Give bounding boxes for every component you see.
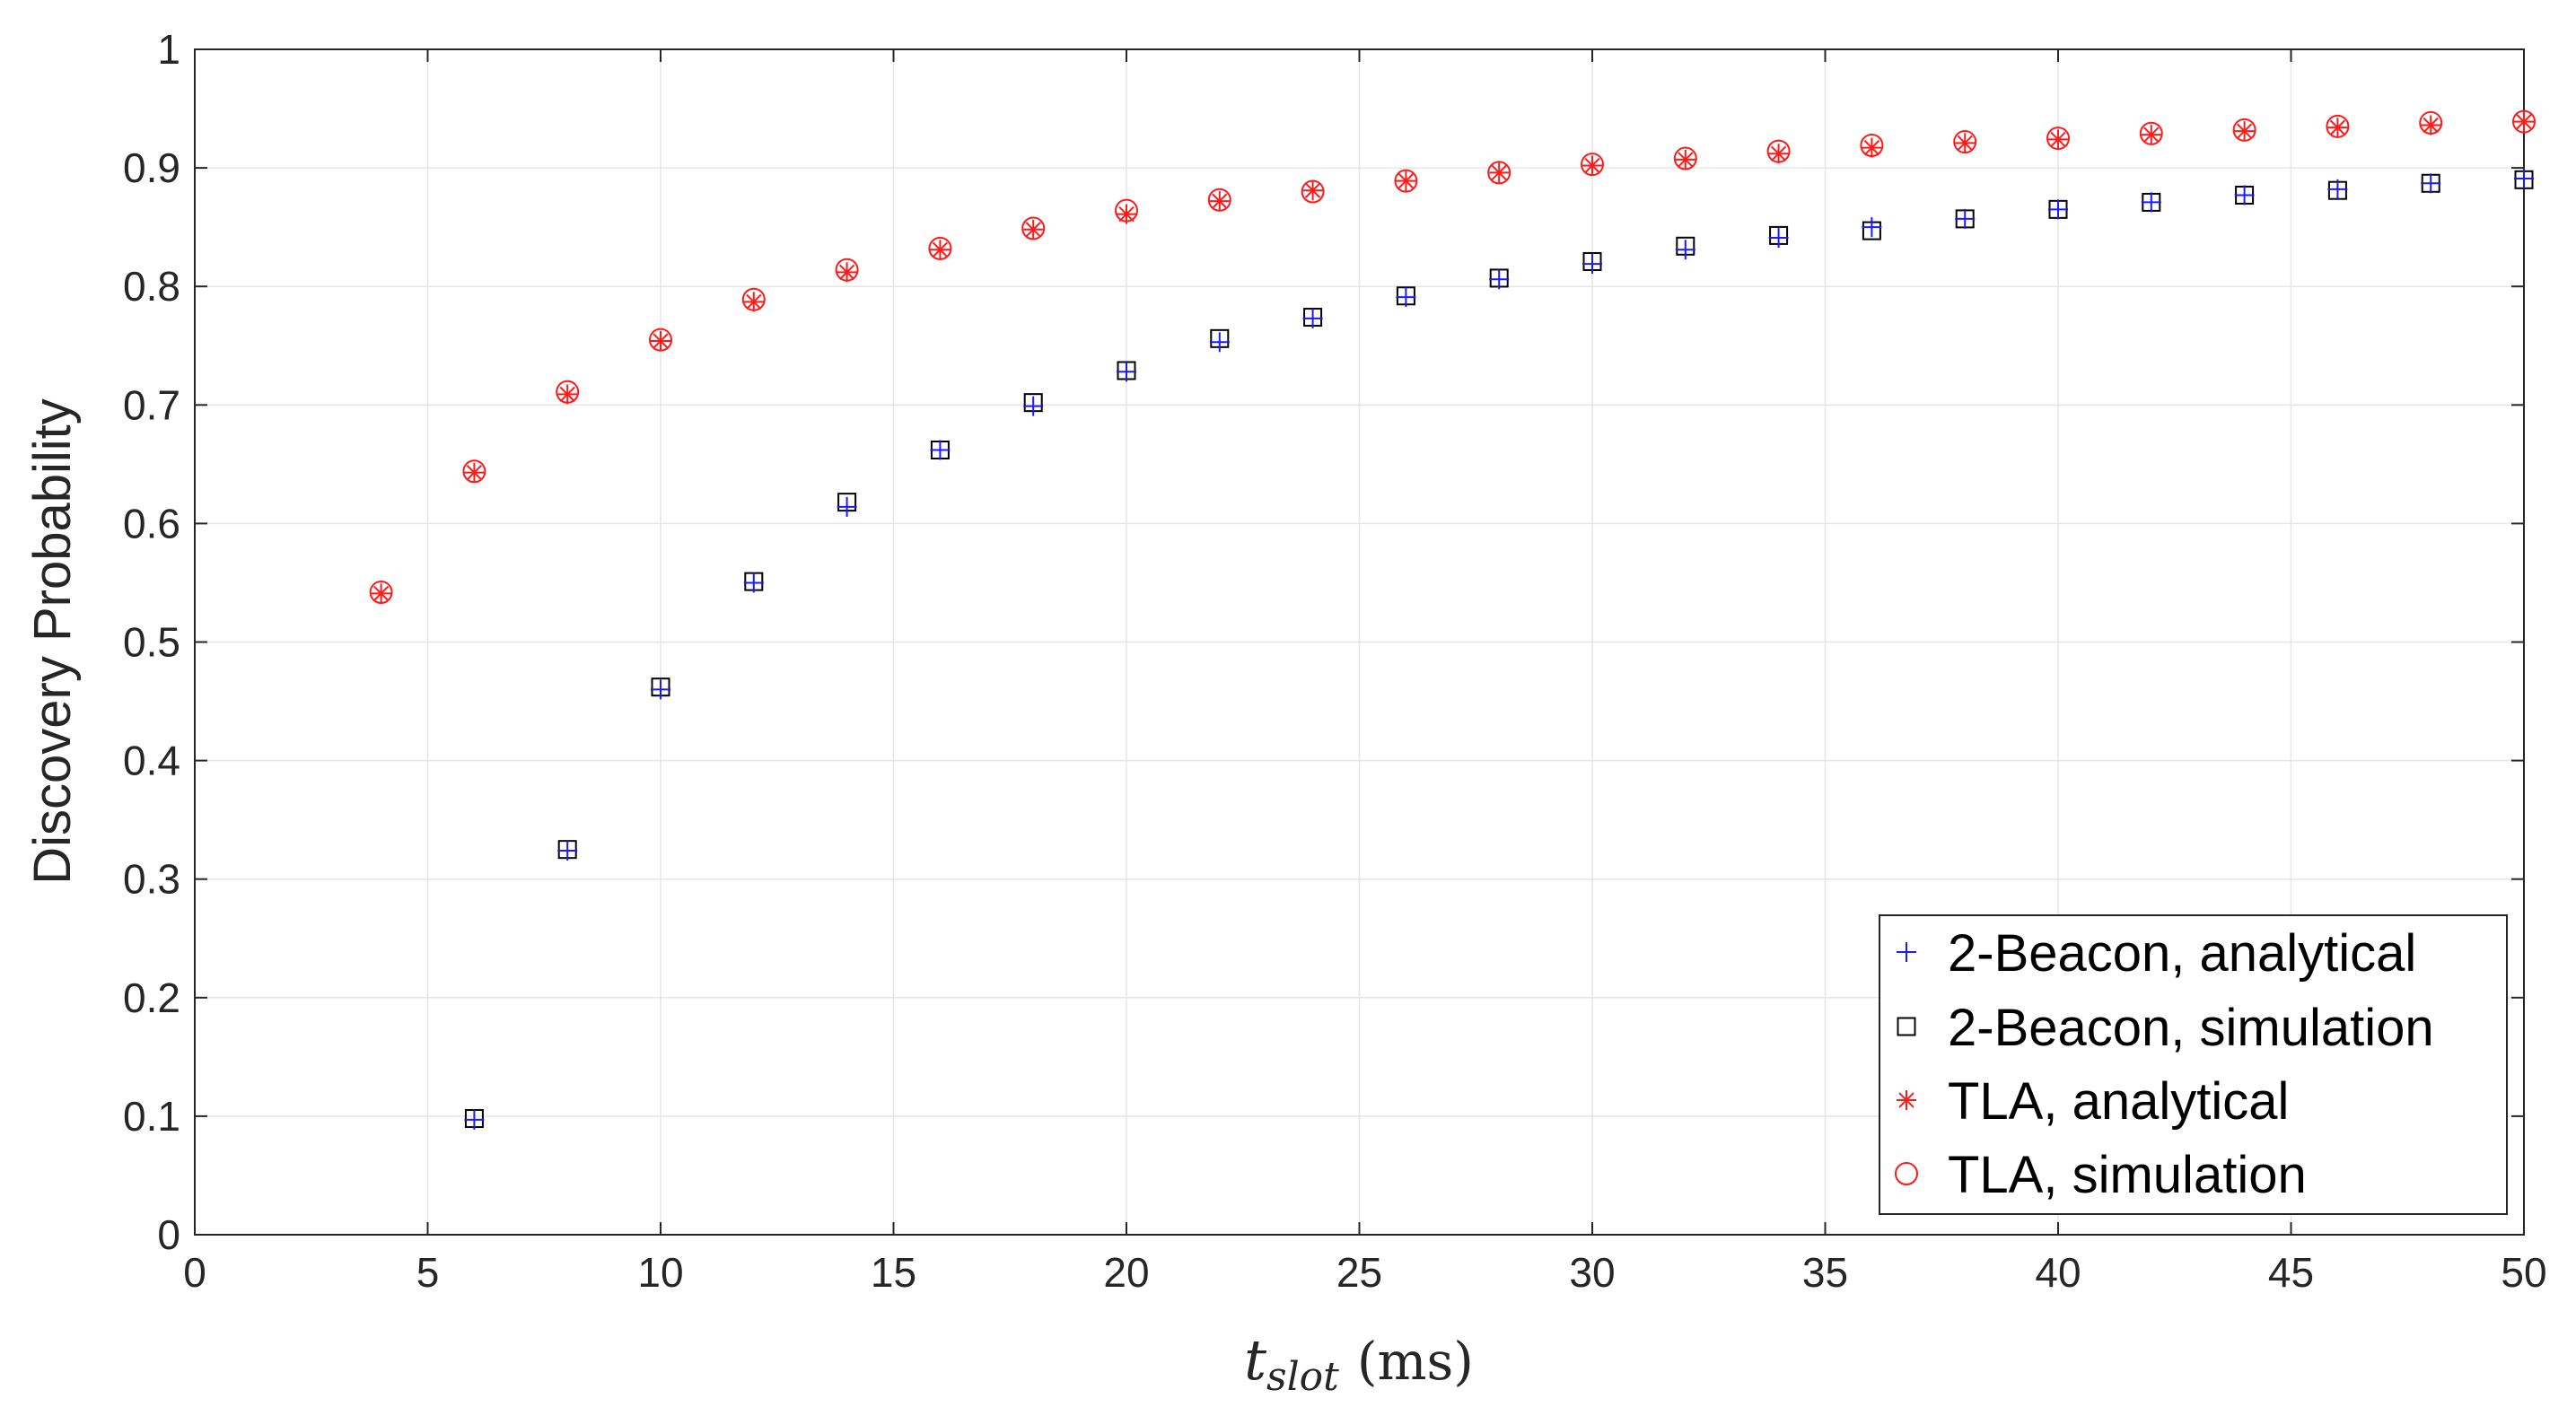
y-tick-label: 0 bbox=[157, 1211, 180, 1258]
data-point-asterisk bbox=[2141, 125, 2161, 145]
data-point-circle bbox=[2512, 109, 2536, 134]
x-tick-label: 25 bbox=[1336, 1249, 1382, 1296]
data-point-plus bbox=[743, 572, 764, 593]
data-point-plus bbox=[2327, 179, 2348, 199]
legend-marker-square bbox=[1897, 1017, 1916, 1036]
data-point-asterisk bbox=[930, 240, 951, 260]
data-point-circle bbox=[1394, 169, 1418, 193]
legend-box bbox=[1879, 914, 2508, 1215]
x-tick-label: 15 bbox=[871, 1249, 916, 1296]
data-point-asterisk bbox=[743, 292, 764, 312]
data-point-asterisk bbox=[1489, 162, 1510, 183]
data-point-asterisk bbox=[1955, 133, 1976, 153]
data-point-plus bbox=[1489, 269, 1510, 290]
data-point-plus bbox=[557, 840, 578, 861]
data-point-plus bbox=[2514, 168, 2534, 188]
data-point-asterisk bbox=[1675, 149, 1695, 170]
x-axis: 0 5 10 15 20 25 30 35 40 45 50 bbox=[183, 49, 2547, 1296]
y-axis: 0 0.1 0.2 0.3 0.4 0.5 0.6 0.7 0.8 0.9 1 bbox=[123, 26, 2524, 1258]
data-point-plus bbox=[930, 440, 951, 460]
y-tick-label: 0.5 bbox=[123, 619, 180, 666]
legend-marker-plus bbox=[1897, 942, 1916, 962]
y-tick-label: 1 bbox=[157, 26, 180, 73]
data-point-plus bbox=[464, 1109, 485, 1130]
x-tick-label: 30 bbox=[1569, 1249, 1615, 1296]
data-point-plus bbox=[837, 496, 857, 517]
data-point-asterisk bbox=[1396, 170, 1416, 191]
x-tick-label: 40 bbox=[2035, 1249, 2081, 1296]
data-point-plus bbox=[1023, 396, 1044, 416]
y-tick-label: 0.1 bbox=[123, 1093, 180, 1140]
data-point-plus bbox=[2234, 185, 2255, 205]
x-tick-label: 5 bbox=[416, 1249, 440, 1296]
data-point-circle bbox=[1487, 161, 1511, 185]
series-plus bbox=[464, 168, 2534, 1130]
x-axis-label: tslot (ms) bbox=[1244, 1327, 1474, 1400]
y-tick-label: 0.9 bbox=[123, 144, 180, 191]
data-point-asterisk bbox=[1209, 191, 1230, 212]
data-point-asterisk bbox=[464, 462, 485, 483]
y-tick-label: 0.8 bbox=[123, 263, 180, 310]
x-axis-label-symbol: t bbox=[1244, 1327, 1266, 1393]
x-axis-label-unit: (ms) bbox=[1357, 1331, 1474, 1392]
data-point-plus bbox=[1862, 217, 1882, 238]
data-point-plus bbox=[1117, 362, 1136, 382]
data-point-asterisk bbox=[1582, 155, 1602, 176]
data-point-asterisk bbox=[557, 384, 578, 405]
data-point-plus bbox=[2421, 173, 2441, 194]
series-asterisk bbox=[371, 111, 2534, 604]
data-point-asterisk bbox=[2327, 118, 2348, 138]
data-point-asterisk bbox=[371, 583, 391, 604]
legend-marker-circle bbox=[1895, 1162, 1918, 1185]
data-point-asterisk bbox=[2234, 121, 2255, 142]
x-tick-label: 10 bbox=[637, 1249, 683, 1296]
x-tick-label: 50 bbox=[2501, 1249, 2546, 1296]
data-point-asterisk bbox=[2421, 115, 2441, 135]
data-point-plus bbox=[2141, 192, 2161, 213]
data-point-plus bbox=[1209, 332, 1230, 353]
data-point-plus bbox=[651, 679, 670, 700]
data-point-asterisk bbox=[1768, 144, 1789, 164]
data-point-asterisk bbox=[1023, 219, 1044, 240]
legend-label: 2-Beacon, analytical bbox=[1948, 924, 2416, 983]
x-tick-label: 45 bbox=[2268, 1249, 2314, 1296]
data-point-asterisk bbox=[1302, 180, 1323, 201]
data-point-plus bbox=[1396, 287, 1416, 308]
legend-label: TLA, analytical bbox=[1948, 1072, 2289, 1131]
y-tick-label: 0.2 bbox=[123, 974, 180, 1021]
legend: 2-Beacon, analytical 2-Beacon, simulation… bbox=[1879, 914, 2508, 1215]
data-point-asterisk bbox=[651, 330, 670, 351]
data-point-asterisk bbox=[1862, 137, 1882, 158]
data-point-asterisk bbox=[1117, 204, 1136, 224]
data-point-asterisk bbox=[2048, 129, 2068, 150]
data-point-plus bbox=[1768, 228, 1789, 249]
x-tick-label: 20 bbox=[1103, 1249, 1149, 1296]
data-point-plus bbox=[1302, 308, 1323, 328]
y-tick-label: 0.3 bbox=[123, 856, 180, 903]
y-tick-label: 0.6 bbox=[123, 500, 180, 546]
x-axis-label-subscript: slot bbox=[1266, 1354, 1339, 1400]
data-point-asterisk bbox=[2514, 111, 2534, 132]
y-axis-label: Discovery Probability bbox=[23, 398, 82, 885]
data-point-plus bbox=[2048, 199, 2068, 220]
series-circle bbox=[369, 109, 2536, 605]
x-tick-label: 35 bbox=[1802, 1249, 1848, 1296]
data-point-plus bbox=[1955, 208, 1976, 229]
data-point-asterisk bbox=[837, 262, 857, 283]
legend-label: TLA, simulation bbox=[1948, 1146, 2307, 1204]
data-point-plus bbox=[1582, 254, 1602, 275]
x-tick-label: 0 bbox=[183, 1249, 206, 1296]
y-tick-label: 0.7 bbox=[123, 381, 180, 428]
y-tick-label: 0.4 bbox=[123, 738, 180, 784]
data-point-plus bbox=[1675, 240, 1695, 260]
data-markers bbox=[369, 109, 2536, 1130]
legend-label: 2-Beacon, simulation bbox=[1948, 999, 2434, 1057]
legend-marker-asterisk bbox=[1897, 1090, 1916, 1110]
